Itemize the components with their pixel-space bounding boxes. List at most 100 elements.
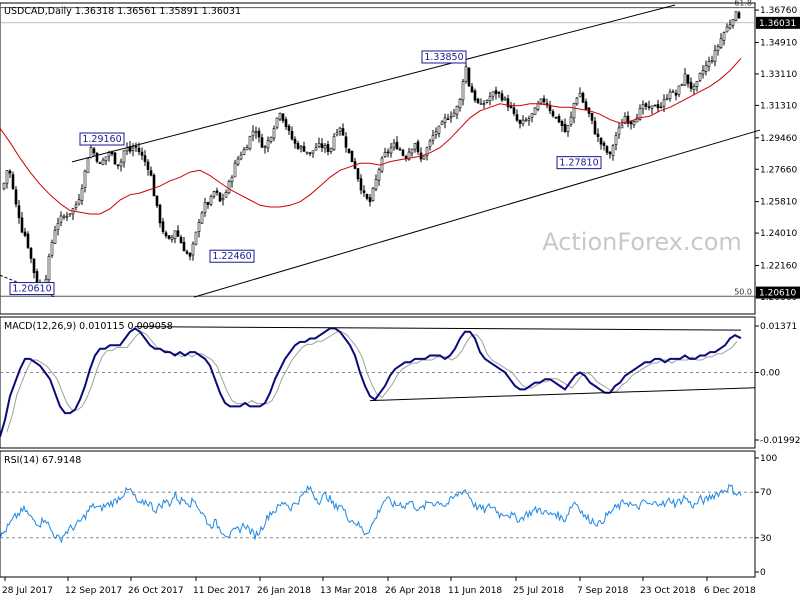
candle-body [347,148,351,153]
macd-upper-trend-line [134,326,742,331]
rsi-indicator [0,483,755,544]
price-annotation-label: 1.22460 [212,251,251,262]
candle-body [638,108,642,120]
candle-body [110,152,114,155]
price-annotations: 1.29160 1.33850 1.22460 1.27810 1.20610 [9,50,602,296]
candle-body [704,64,708,72]
fib-level-label: 50.0 [734,287,752,296]
lower-channel-line [193,129,761,298]
macd-pane [0,316,756,449]
candle-body [122,150,126,163]
candle-body [575,97,579,105]
candle-body [695,80,699,87]
candle-body [218,192,222,202]
candle-body [650,105,654,109]
candle-body [488,96,492,101]
candle-body [176,230,180,237]
candle-body [308,152,312,154]
candle-body [389,147,393,154]
macd-pane-title: MACD(12,26,9) 0.010115 0.009058 [4,321,173,332]
candle-body [686,74,690,84]
time-tick-label: 11 Dec 2017 [193,586,251,596]
candle-body [89,147,93,158]
candle-body [635,117,639,123]
candle-body [539,98,543,104]
candle-body [149,170,153,176]
candle-body [563,123,567,133]
candle-body [77,199,81,205]
candle-body [509,105,513,109]
rsi-tick-label: 0 [760,568,766,578]
price-tick-label: 1.33110 [760,70,797,80]
candle-body [125,147,129,152]
candle-body [254,131,258,134]
candle-body [17,205,21,219]
candle-body [479,103,483,105]
candle-body [230,176,234,182]
candle-body [140,151,144,156]
candle-body [266,140,270,149]
candle-body [620,124,624,129]
price-tick-label: 1.25810 [760,198,797,208]
trend-channel [0,4,761,298]
candle-body [584,101,588,110]
candle-body [383,152,387,157]
candle-body [548,104,552,111]
candle-body [62,215,66,218]
candle-body [173,230,177,240]
price-annotation-label: 1.29160 [82,134,121,145]
candle-body [86,158,90,173]
candle-body [461,81,465,101]
candle-body [344,136,348,148]
candle-body [566,124,570,132]
candle-body [737,12,741,19]
candle-body [350,150,354,163]
candle-body [152,174,156,197]
candle-body [647,106,651,108]
candle-body [629,121,633,125]
candle-body [572,103,576,119]
candle-body [296,143,300,149]
candle-body [680,83,684,86]
candle-body [179,236,183,244]
candle-body [590,112,594,121]
candle-body [374,179,378,190]
candle-body [671,91,675,93]
candle-body [398,148,402,151]
candle-body [542,98,546,103]
candle-body [203,202,207,213]
candle-body [14,189,18,205]
candle-body [371,188,375,201]
candle-body [116,164,120,167]
macd-tick-label: 0.00 [760,368,780,378]
fib-level-label: 61.8 [734,0,752,8]
price-annotation-box [79,132,125,146]
candle-body [275,117,279,128]
candle-body [194,231,198,245]
candle-body [707,61,711,67]
candle-body [614,135,618,145]
candle-body [65,215,69,218]
candle-body [596,133,600,137]
candle-body [128,146,132,152]
candle-body [659,106,663,109]
candle-body [578,92,582,98]
price-annotation-box [9,282,55,296]
candle-body [155,195,159,206]
candle-body [248,136,252,150]
candle-body [515,114,519,121]
candle-body [395,141,399,150]
candle-body [287,125,291,131]
candle-body [362,190,366,194]
candle-body [665,98,669,100]
candle-body [80,188,84,201]
price-marker-box [756,286,800,299]
time-tick-label: 28 Jul 2017 [2,586,53,596]
rsi-axis: 100 70 30 0 [755,454,777,578]
candle-body [251,130,255,137]
candle-body [722,32,726,41]
candle-body [302,146,306,152]
moving-average-line [0,58,742,215]
candle-body [311,150,315,154]
